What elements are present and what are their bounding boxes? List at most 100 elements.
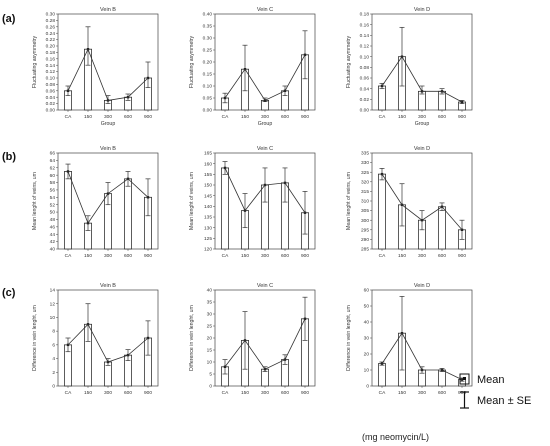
y-tick-label: 295	[361, 227, 369, 233]
y-tick-label: 6	[52, 342, 55, 348]
y-tick-label: 62	[50, 165, 56, 171]
y-tick-label: 44	[50, 232, 56, 238]
y-axis-label: Mean lenght of veins, um	[32, 172, 38, 230]
y-tick-label: 0.02	[360, 97, 370, 103]
y-tick-label: 0.22	[46, 37, 56, 43]
y-tick-label: 46	[50, 224, 56, 230]
legend-mean-label: Mean	[477, 374, 505, 386]
bar	[220, 167, 229, 250]
x-tick-label: 900	[301, 114, 309, 120]
x-tick-label: CA	[222, 253, 229, 259]
y-axis-label: Mean lenght of veins, um	[346, 172, 352, 230]
bar	[124, 178, 133, 250]
x-tick-label: 150	[241, 114, 249, 120]
y-tick-label: 15	[207, 348, 213, 354]
y-tick-label: 140	[204, 204, 212, 210]
y-tick-label: 0.18	[360, 12, 370, 18]
panel-title: Vein B	[100, 283, 116, 289]
mean-line	[224, 54, 306, 101]
y-tick-label: 20	[207, 336, 213, 342]
x-tick-label: CA	[65, 253, 72, 259]
x-tick-label: CA	[379, 253, 386, 259]
panel-title: Vein C	[257, 283, 273, 289]
x-tick-label: 900	[458, 114, 466, 120]
legend-se-label: Mean ± SE	[477, 395, 531, 407]
y-tick-label: 0.40	[203, 12, 213, 18]
y-tick-label: 8	[52, 329, 55, 335]
y-tick-label: 335	[361, 151, 369, 157]
x-tick-label: CA	[65, 114, 72, 120]
y-axis-label: Difference in vein lenght, um	[189, 305, 195, 371]
panel-1-1: Vein C 120 125 130 135 140 145 150 155 160 165 Mean…	[189, 146, 316, 259]
y-tick-label: 0.12	[360, 44, 370, 50]
x-tick-label: 150	[398, 390, 406, 396]
y-tick-label: 54	[50, 195, 56, 201]
y-tick-label: 0.10	[360, 54, 370, 60]
y-tick-label: 52	[50, 202, 56, 208]
x-tick-label: CA	[65, 390, 72, 396]
x-tick-label: 600	[124, 114, 132, 120]
panel-1-2: Vein D 285 290 295 300 305 310 315 320 325 330 335 M…	[346, 146, 473, 259]
x-tick-label: 300	[104, 114, 112, 120]
y-tick-label: 290	[361, 237, 369, 243]
x-tick-label: 600	[281, 114, 289, 120]
y-tick-label: 0.06	[46, 88, 56, 94]
x-axis-label: Group	[415, 121, 430, 127]
y-tick-label: 0.25	[203, 48, 213, 54]
y-tick-label: 64	[50, 158, 56, 164]
panel-0-1: Vein C 0.00 0.05 0.10 0.15 0.20 0.25 0.30 0.35 0.…	[189, 7, 316, 127]
y-tick-label: 0.15	[203, 72, 213, 78]
y-tick-label: 10	[50, 315, 56, 321]
legend-se-icon	[460, 391, 469, 409]
x-tick-label: 600	[124, 390, 132, 396]
x-tick-label: 600	[281, 390, 289, 396]
y-tick-label: 0.08	[360, 65, 370, 71]
y-tick-label: 42	[50, 239, 56, 245]
y-tick-label: 50	[50, 210, 56, 216]
x-tick-label: 300	[104, 253, 112, 259]
y-tick-label: 0.10	[46, 76, 56, 82]
y-tick-label: 325	[361, 170, 369, 176]
y-tick-label: 0.18	[46, 50, 56, 56]
y-tick-label: 0.04	[360, 86, 370, 92]
x-tick-label: 150	[84, 253, 92, 259]
x-tick-label: 150	[241, 390, 249, 396]
y-tick-label: 165	[204, 151, 212, 157]
panels-group: Vein B0.000.020.040.060.080.100.120.140.…	[32, 7, 473, 396]
y-tick-label: 10	[207, 360, 213, 366]
x-tick-label: 300	[261, 390, 269, 396]
y-tick-label: 150	[204, 183, 212, 189]
y-tick-label: 20	[364, 352, 370, 358]
x-tick-label: 300	[261, 253, 269, 259]
y-axis-label: Mean lenght of veins, um	[189, 172, 195, 230]
x-tick-label: 600	[438, 114, 446, 120]
mean-line	[67, 48, 149, 101]
y-tick-label: 0	[209, 384, 212, 390]
legend-mean-icon	[459, 373, 470, 385]
bar	[377, 85, 386, 111]
x-tick-label: CA	[222, 390, 229, 396]
y-tick-label: 125	[204, 236, 212, 242]
panel-2-1: Vein C 0 5 10 15 20 25 30 35 40 Difference in vein…	[189, 283, 316, 396]
y-tick-label: 0.16	[46, 56, 56, 62]
panel-title: Vein D	[414, 146, 430, 152]
y-tick-label: 145	[204, 193, 212, 199]
y-tick-label: 30	[207, 312, 213, 318]
y-tick-label: 320	[361, 179, 369, 185]
y-tick-label: 330	[361, 160, 369, 166]
mean-line	[381, 332, 463, 380]
panel-title: Vein B	[100, 7, 116, 13]
x-tick-label: 600	[124, 253, 132, 259]
x-tick-label: 300	[104, 390, 112, 396]
panel-title: Vein D	[414, 283, 430, 289]
y-tick-label: 0.30	[203, 36, 213, 42]
y-tick-label: 0	[52, 384, 55, 390]
y-tick-label: 0	[366, 384, 369, 390]
panel-2-2: Vein D 0 10 20 30 40 50 60 Difference in vein le…	[346, 283, 473, 396]
y-tick-label: 0.26	[46, 24, 56, 30]
mean-line	[224, 318, 306, 370]
y-tick-label: 0.28	[46, 18, 56, 24]
x-tick-label: 600	[281, 253, 289, 259]
row-label-c: (c)	[2, 287, 16, 299]
y-tick-label: 0.24	[46, 31, 56, 37]
